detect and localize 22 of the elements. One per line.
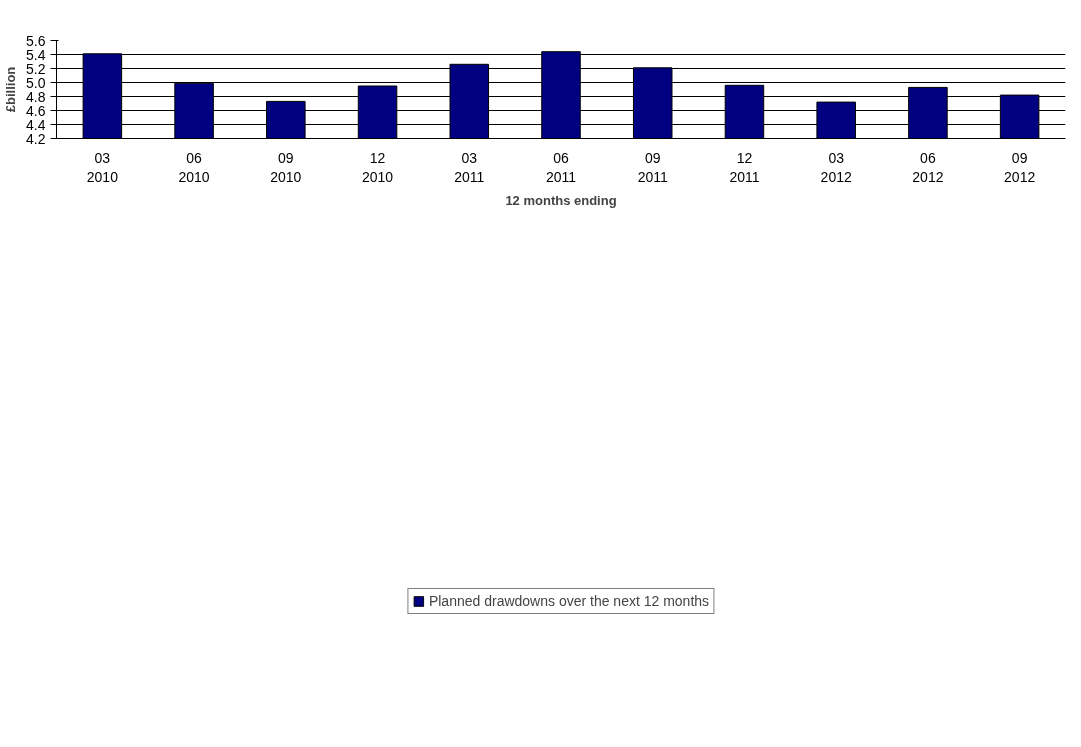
x-tick-label: 06 2010 [178, 149, 210, 185]
x-tick-label: 12 2010 [361, 149, 394, 185]
x-tick-label: 09 2011 [637, 149, 668, 185]
x-tick-label: 03 2011 [454, 149, 485, 185]
x-tick-label: 09 2012 [1004, 149, 1036, 185]
x-tick-label: 12 2011 [729, 149, 760, 185]
y-tick-label: 4.4 [26, 116, 46, 133]
x-tick-label: 09 2010 [270, 149, 302, 185]
x-tick-label: 03 2010 [86, 149, 119, 185]
y-tick-label: 4.6 [26, 102, 46, 119]
y-tick-label: 4.8 [26, 88, 46, 105]
y-tick-label: 5.4 [26, 46, 46, 63]
x-tick-label: 06 2011 [545, 149, 577, 185]
y-tick-label: 5.2 [26, 60, 46, 77]
x-tick-label: 03 2012 [820, 149, 852, 185]
x-tick-label: 06 2012 [912, 149, 944, 185]
legend-label: Planned drawdowns over the next 12 months [428, 593, 710, 609]
y-tick-label: 5.6 [26, 32, 46, 49]
y-axis-title: £billion [3, 66, 19, 113]
y-tick-label: 4.2 [26, 130, 46, 147]
y-tick-label: 5.0 [26, 74, 46, 91]
x-axis-title: 12 months ending [505, 192, 617, 208]
